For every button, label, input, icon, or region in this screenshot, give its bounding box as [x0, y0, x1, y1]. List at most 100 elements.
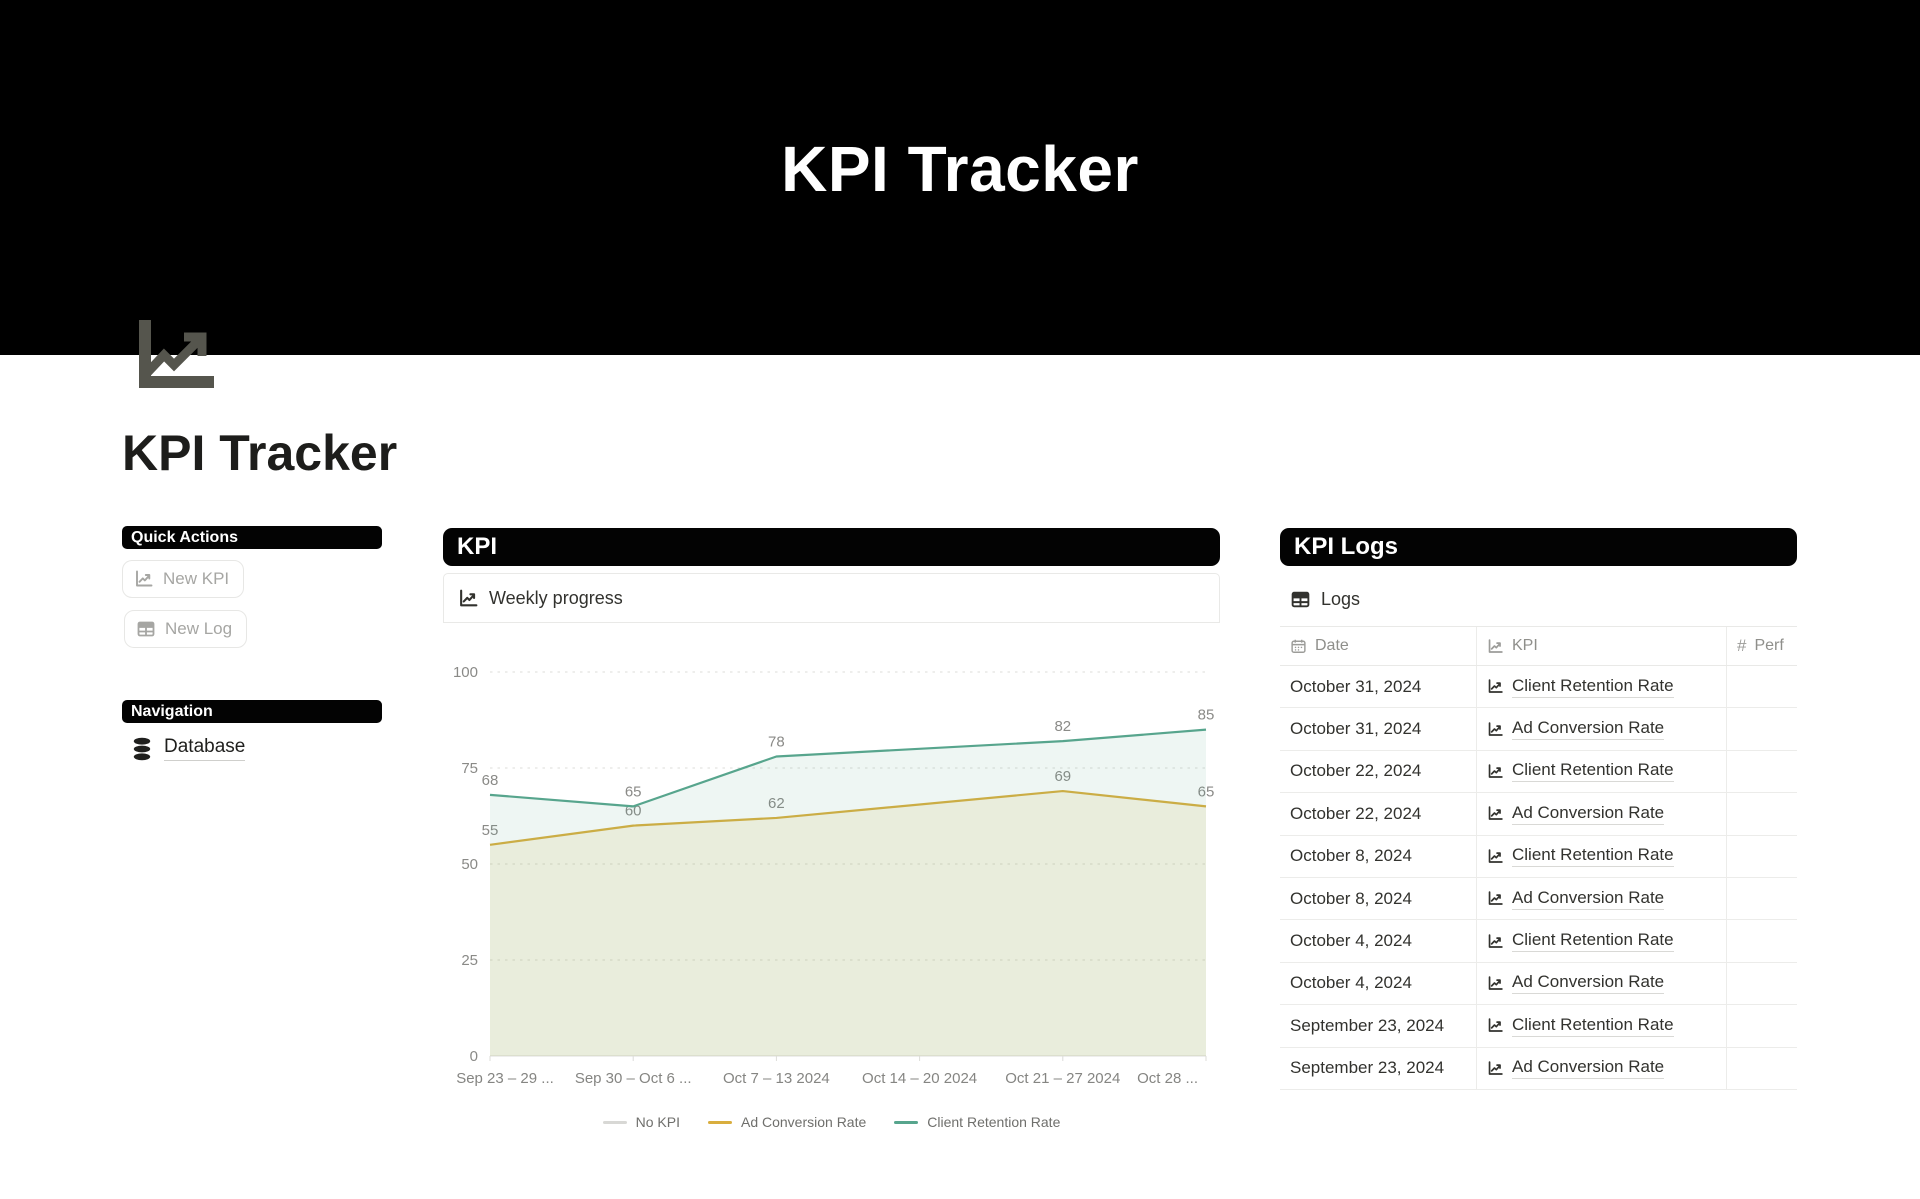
column-header-perf[interactable]: # Perf [1727, 627, 1797, 665]
legend-swatch [602, 1120, 627, 1124]
date-value: October 8, 2024 [1290, 846, 1412, 866]
performance-cell[interactable] [1727, 963, 1797, 1004]
quick-actions-label: Quick Actions [131, 529, 238, 546]
hash-icon: # [1737, 636, 1747, 655]
x-tick-label: Oct 7 – 13 2024 [723, 1070, 830, 1087]
table-row: October 8, 2024 Ad Conversion Rate [1280, 877, 1797, 921]
logs-table-title: Logs [1290, 589, 1360, 610]
table-row: October 4, 2024 Client Retention Rate [1280, 920, 1797, 963]
database-icon [133, 737, 151, 760]
kpi-cell[interactable]: Client Retention Rate [1477, 1005, 1727, 1047]
legend-label: No KPI [635, 1114, 680, 1130]
kpi-relation-link[interactable]: Ad Conversion Rate [1512, 972, 1665, 995]
line-chart-icon [460, 589, 478, 606]
table-row: October 22, 2024 Ad Conversion Rate [1280, 793, 1797, 836]
line-chart-icon [1488, 891, 1503, 906]
legend-item[interactable]: No KPI [602, 1114, 680, 1130]
kpi-relation-link[interactable]: Ad Conversion Rate [1512, 1057, 1665, 1080]
kpi-relation-link[interactable]: Client Retention Rate [1512, 760, 1674, 783]
kpi-relation-link[interactable]: Client Retention Rate [1512, 930, 1674, 953]
performance-cell[interactable] [1727, 708, 1797, 749]
legend-label: Ad Conversion Rate [740, 1114, 867, 1130]
performance-cell[interactable] [1727, 836, 1797, 877]
y-tick-label: 50 [461, 856, 478, 873]
kpi-cell[interactable]: Client Retention Rate [1477, 920, 1727, 962]
line-chart-icon [1488, 721, 1503, 736]
table-row: October 8, 2024 Client Retention Rate [1280, 835, 1797, 878]
performance-cell[interactable] [1727, 1005, 1797, 1046]
kpi-relation-link[interactable]: Client Retention Rate [1512, 676, 1674, 698]
data-label: 82 [1054, 718, 1071, 735]
date-cell[interactable]: October 4, 2024 [1280, 920, 1477, 962]
line-chart-icon [1488, 1060, 1503, 1075]
data-label: 85 [1198, 707, 1215, 724]
database-label: Database [164, 736, 246, 761]
performance-cell[interactable] [1727, 920, 1797, 961]
date-cell[interactable]: October 31, 2024 [1280, 666, 1477, 708]
kpi-relation-link[interactable]: Ad Conversion Rate [1512, 718, 1665, 741]
performance-cell[interactable] [1727, 878, 1797, 919]
table-icon [1291, 591, 1310, 608]
database-link[interactable]: Database [131, 736, 246, 761]
navigation-header: Navigation [122, 700, 382, 723]
kpi-cell[interactable]: Ad Conversion Rate [1477, 877, 1727, 920]
weekly-progress-chart: 0 25 50 75 100 Sep 23 – 29 ... Sep 30 – Oct 6 … [453, 664, 1215, 1087]
quick-actions-header: Quick Actions [122, 526, 382, 549]
new-kpi-button[interactable]: New KPI [122, 560, 245, 598]
data-label: 55 [482, 822, 499, 839]
date-cell[interactable]: October 31, 2024 [1280, 708, 1477, 750]
date-cell[interactable]: September 23, 2024 [1280, 1047, 1477, 1089]
data-label: 62 [768, 795, 785, 812]
x-tick-label: Oct 21 – 27 2024 [1005, 1070, 1120, 1087]
performance-cell[interactable] [1727, 793, 1797, 834]
performance-cell[interactable] [1727, 666, 1797, 707]
date-value: October 31, 2024 [1290, 719, 1422, 739]
page-cover: KPI Tracker [0, 0, 1920, 355]
navigation-label: Navigation [131, 703, 213, 720]
kpi-relation-link[interactable]: Client Retention Rate [1512, 1015, 1674, 1037]
date-value: October 4, 2024 [1290, 931, 1412, 951]
kpi-cell[interactable]: Ad Conversion Rate [1477, 1047, 1727, 1089]
line-chart-icon [1488, 849, 1503, 863]
date-value: October 22, 2024 [1290, 761, 1422, 781]
data-label: 68 [482, 772, 499, 789]
date-cell[interactable]: October 22, 2024 [1280, 750, 1477, 793]
performance-cell[interactable] [1727, 1048, 1797, 1089]
date-value: October 4, 2024 [1290, 973, 1412, 993]
kpi-relation-link[interactable]: Ad Conversion Rate [1512, 803, 1665, 825]
date-cell[interactable]: September 23, 2024 [1280, 1005, 1477, 1047]
column-header-kpi[interactable]: KPI [1477, 627, 1727, 665]
y-tick-label: 100 [453, 664, 478, 681]
date-cell[interactable]: October 8, 2024 [1280, 877, 1477, 920]
column-header-date[interactable]: Date [1280, 627, 1477, 665]
line-chart-icon [1488, 976, 1503, 990]
date-cell[interactable]: October 8, 2024 [1280, 835, 1477, 877]
legend-item[interactable]: Ad Conversion Rate [707, 1114, 867, 1130]
date-value: October 8, 2024 [1290, 888, 1412, 908]
data-label: 65 [1198, 783, 1215, 800]
kpi-relation-link[interactable]: Client Retention Rate [1512, 845, 1674, 868]
legend-swatch [894, 1120, 919, 1124]
area-fill [490, 791, 1206, 1056]
table-header-row: Date KPI # Perf [1280, 626, 1797, 666]
kpi-cell[interactable]: Client Retention Rate [1477, 835, 1727, 877]
table-icon [137, 621, 155, 637]
kpi-relation-link[interactable]: Ad Conversion Rate [1512, 888, 1665, 910]
kpi-cell[interactable]: Ad Conversion Rate [1477, 962, 1727, 1005]
date-cell[interactable]: October 22, 2024 [1280, 793, 1477, 835]
kpi-cell[interactable]: Client Retention Rate [1477, 666, 1727, 708]
table-row: October 4, 2024 Ad Conversion Rate [1280, 962, 1797, 1006]
chart-card-header: Weekly progress [443, 573, 1220, 623]
chart-legend: No KPI Ad Conversion Rate Client Retention… [443, 1110, 1220, 1134]
line-chart-icon [139, 320, 214, 388]
performance-cell[interactable] [1727, 751, 1797, 792]
kpi-cell[interactable]: Ad Conversion Rate [1477, 708, 1727, 750]
kpi-cell[interactable]: Client Retention Rate [1477, 750, 1727, 793]
line-chart-icon [136, 570, 153, 587]
legend-label: Client Retention Rate [927, 1114, 1061, 1130]
kpi-cell[interactable]: Ad Conversion Rate [1477, 793, 1727, 835]
date-cell[interactable]: October 4, 2024 [1280, 962, 1477, 1005]
legend-item[interactable]: Client Retention Rate [894, 1114, 1060, 1130]
page-chart-icon[interactable] [138, 320, 214, 389]
new-log-button[interactable]: New Log [124, 610, 248, 648]
